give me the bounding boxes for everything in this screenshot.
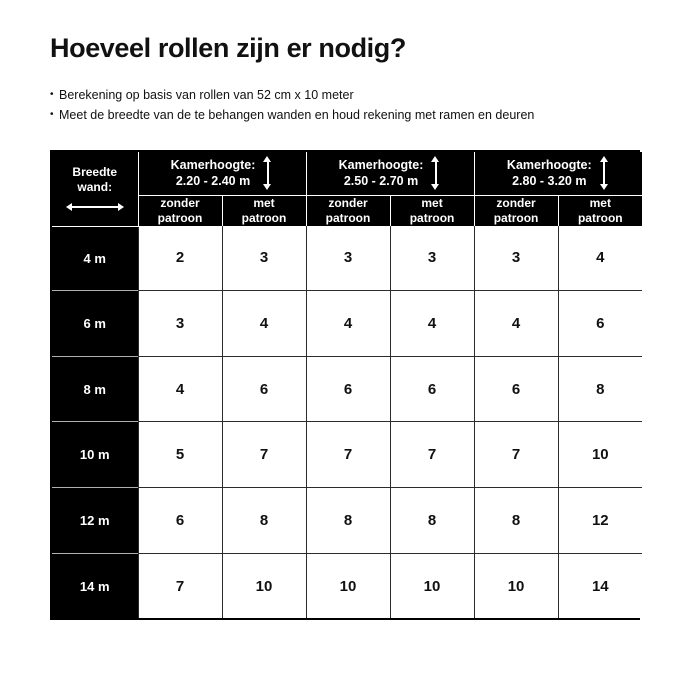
list-item: • Berekening op basis van rollen van 52 … [50, 85, 650, 105]
cell-4m-c1: 2 [137, 226, 222, 291]
cell-8m-c6: 8 [557, 355, 643, 422]
cell-4m-c6: 4 [557, 226, 643, 291]
cell-14m-c5: 10 [473, 553, 559, 618]
cell-4m-c2: 3 [221, 226, 307, 291]
table-header-groups: Breedte wand: Kamerhoogte: [52, 152, 643, 226]
subcolumn-line2: patroon [241, 211, 287, 225]
subcolumn-line1: met [253, 196, 275, 210]
cell-4m-c3: 3 [305, 226, 391, 291]
cell-6m-c2: 4 [221, 289, 307, 357]
group-range: 2.80 - 3.20 m [512, 174, 587, 188]
bullet-list: • Berekening op basis van rollen van 52 … [50, 85, 650, 125]
subcolumn-header-3: zonder patroon [305, 195, 391, 226]
cell-12m-c3: 8 [305, 487, 391, 554]
table-row: 8 m 4 6 6 6 6 8 [52, 355, 643, 422]
table-row: 4 m 2 3 3 3 3 4 [52, 225, 643, 291]
row-label-14m: 14 m [52, 553, 138, 618]
group-label: Kamerhoogte: [338, 158, 424, 172]
cell-12m-c5: 8 [473, 487, 559, 554]
cell-10m-c1: 5 [137, 421, 222, 488]
corner-label-line2: wand: [77, 180, 113, 195]
group-range: 2.50 - 2.70 m [343, 174, 419, 188]
subcolumn-line1: met [421, 196, 443, 210]
corner-header-breedte-wand: Breedte wand: [52, 152, 138, 226]
subcolumn-line2: patroon [409, 211, 455, 225]
table-body: 4 m 2 3 3 3 3 4 6 m 3 4 4 4 4 6 [52, 225, 643, 618]
group-header-kamerhoogte-3: Kamerhoogte: 2.80 - 3.20 m [473, 152, 643, 196]
cell-8m-c5: 6 [473, 355, 559, 422]
cell-10m-c5: 7 [473, 421, 559, 488]
row-label-4m: 4 m [52, 225, 138, 291]
subcolumn-line2: patroon [577, 211, 623, 225]
cell-4m-c5: 3 [473, 226, 559, 291]
cell-14m-c6: 14 [557, 553, 643, 618]
cell-12m-c2: 8 [221, 487, 307, 554]
group-range: 2.20 - 2.40 m [175, 174, 251, 188]
table-row: 6 m 3 4 4 4 4 6 [52, 289, 643, 357]
group-header-kamerhoogte-2: Kamerhoogte: 2.50 - 2.70 m [305, 152, 475, 196]
cell-4m-c4: 3 [389, 226, 475, 291]
subcolumn-line1: met [589, 196, 611, 210]
table-row: 10 m 5 7 7 7 7 10 [52, 421, 643, 488]
cell-14m-c3: 10 [305, 553, 391, 618]
cell-14m-c1: 7 [137, 553, 222, 618]
group-header-kamerhoogte-1: Kamerhoogte: 2.20 - 2.40 m [137, 152, 307, 196]
cell-8m-c3: 6 [305, 355, 391, 422]
cell-10m-c2: 7 [221, 421, 307, 488]
group-label: Kamerhoogte: [506, 158, 592, 172]
page-title: Hoeveel rollen zijn er nodig? [50, 33, 406, 63]
subcolumn-header-6: met patroon [557, 195, 643, 226]
corner-label-line1: Breedte [72, 165, 118, 180]
cell-10m-c3: 7 [305, 421, 391, 488]
subcolumn-line2: patroon [157, 211, 203, 225]
vertical-double-arrow-icon [430, 156, 441, 190]
cell-12m-c6: 12 [557, 487, 643, 554]
group-label: Kamerhoogte: [170, 158, 256, 172]
cell-6m-c1: 3 [137, 289, 222, 357]
cell-10m-c6: 10 [557, 421, 643, 488]
row-label-12m: 12 m [52, 487, 138, 554]
row-label-10m: 10 m [52, 421, 138, 488]
cell-6m-c4: 4 [389, 289, 475, 357]
cell-8m-c2: 6 [221, 355, 307, 422]
cell-12m-c1: 6 [137, 487, 222, 554]
cell-6m-c5: 4 [473, 289, 559, 357]
subcolumn-line2: patroon [325, 211, 371, 225]
vertical-double-arrow-icon [262, 156, 273, 190]
cell-6m-c6: 6 [557, 289, 643, 357]
list-item: • Meet de breedte van de te behangen wan… [50, 105, 650, 125]
rolls-calculation-table: Breedte wand: Kamerhoogte: [50, 150, 643, 620]
cell-14m-c2: 10 [221, 553, 307, 618]
bullet-dot-icon: • [50, 109, 54, 120]
table-header-subcolumns: zonder patroon met patroon zonder patroo… [52, 195, 643, 226]
subcolumn-line1: zonder [496, 196, 536, 210]
bullet-text: Meet de breedte van de te behangen wande… [59, 108, 535, 122]
subcolumn-header-2: met patroon [221, 195, 307, 226]
subcolumn-header-4: met patroon [389, 195, 475, 226]
cell-10m-c4: 7 [389, 421, 475, 488]
table-row: 14 m 7 10 10 10 10 14 [52, 553, 643, 618]
cell-6m-c3: 4 [305, 289, 391, 357]
bullet-text: Berekening op basis van rollen van 52 cm… [59, 88, 354, 102]
subcolumn-line1: zonder [328, 196, 368, 210]
cell-12m-c4: 8 [389, 487, 475, 554]
vertical-double-arrow-icon [599, 156, 610, 190]
subcolumn-line2: patroon [493, 211, 539, 225]
row-label-6m: 6 m [52, 289, 138, 357]
subcolumn-header-1: zonder patroon [137, 195, 222, 226]
subcolumn-header-5: zonder patroon [473, 195, 559, 226]
bullet-dot-icon: • [50, 89, 54, 100]
cell-8m-c4: 6 [389, 355, 475, 422]
table-row: 12 m 6 8 8 8 8 12 [52, 487, 643, 554]
subcolumn-line1: zonder [160, 196, 200, 210]
cell-14m-c4: 10 [389, 553, 475, 618]
row-label-8m: 8 m [52, 355, 138, 422]
horizontal-double-arrow-icon [65, 201, 124, 212]
cell-8m-c1: 4 [137, 355, 222, 422]
